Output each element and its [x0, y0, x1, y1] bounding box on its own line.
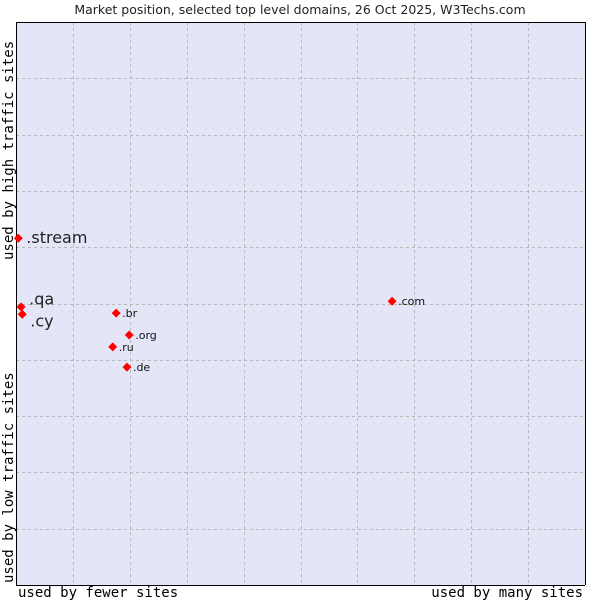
point-org	[124, 330, 134, 340]
point-stream	[13, 233, 23, 243]
point-cy	[17, 309, 27, 319]
data-points	[13, 233, 397, 372]
y-label-bottom: used by low traffic sites	[1, 372, 17, 583]
point-label-org: .org	[135, 329, 157, 342]
point-qa	[16, 302, 26, 312]
point-label-br: .br	[122, 307, 137, 320]
x-label-left: used by fewer sites	[18, 585, 178, 600]
point-label-stream: .stream	[26, 228, 87, 247]
point-labels: .stream .qa .cy .br .org.ru .de .com	[26, 228, 425, 374]
point-label-de: .de	[133, 361, 150, 374]
point-label-qa: .qa	[29, 290, 54, 309]
plot-area	[16, 22, 585, 585]
x-label-right: used by many sites	[431, 585, 583, 600]
point-br	[111, 308, 121, 318]
point-label-com: .com	[398, 295, 425, 308]
point-de	[122, 362, 132, 372]
point-label-cy: .cy	[30, 312, 53, 331]
point-ru	[108, 342, 118, 352]
chart-title: Market position, selected top level doma…	[74, 2, 525, 17]
gridlines	[16, 22, 585, 585]
point-com	[387, 296, 397, 306]
y-label-top: used by high traffic sites	[1, 41, 17, 260]
point-label-ru: .ru	[119, 341, 134, 354]
